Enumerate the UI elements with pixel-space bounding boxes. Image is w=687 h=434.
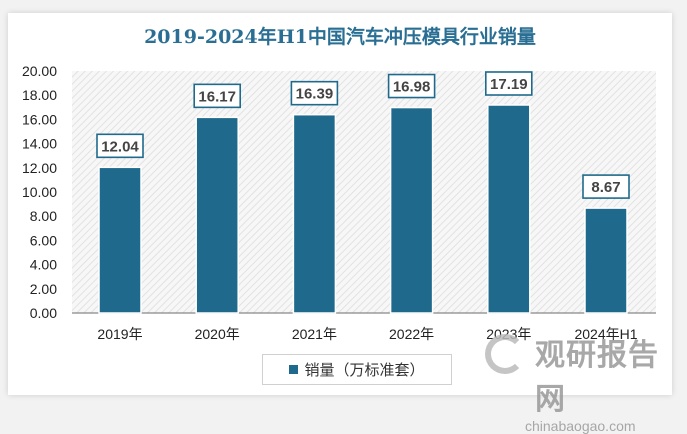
- watermark-cn: 观研报告网: [535, 339, 659, 416]
- data-label-box: [582, 174, 630, 199]
- bar: [195, 116, 239, 314]
- y-tick-label: 0.00: [30, 305, 57, 321]
- y-tick-label: 10.00: [22, 184, 57, 200]
- data-label: 16.39: [296, 86, 334, 103]
- bar: [98, 166, 142, 314]
- data-label: 17.19: [490, 76, 528, 93]
- data-label-box: [484, 71, 533, 96]
- watermark-en: chinabaogao.com: [525, 418, 636, 434]
- data-label-box: [387, 73, 436, 99]
- y-tick-label: 12.00: [22, 160, 57, 176]
- x-tick-label: 2021年: [292, 326, 337, 342]
- bar-chart: 0.00 2.00 4.00 6.00 8.00 10.00 12.00 14.00 16.00…: [22, 63, 656, 342]
- data-label: 16.17: [198, 88, 236, 105]
- data-label-box: [96, 133, 144, 159]
- x-tick-label: 2020年: [195, 326, 240, 342]
- chart-title: 2019-2024年H1中国汽车冲压模具行业销量: [144, 26, 536, 48]
- y-tick-label: 8.00: [30, 208, 57, 224]
- data-label: 12.04: [101, 138, 139, 155]
- bar: [584, 207, 628, 314]
- legend-label: 销量（万标准套）: [304, 362, 425, 379]
- bar: [487, 104, 531, 314]
- data-label-box: [290, 80, 339, 106]
- bar: [292, 113, 337, 314]
- y-tick-label: 16.00: [22, 111, 57, 127]
- legend: 销量（万标准套）: [262, 354, 452, 385]
- y-tick-label: 14.00: [22, 136, 57, 152]
- bar: [389, 106, 434, 314]
- x-tick-label: 2022年: [389, 326, 434, 342]
- data-label: 16.98: [393, 79, 431, 96]
- y-tick-label: 4.00: [30, 257, 57, 273]
- plot-area: [72, 71, 656, 313]
- x-tick-label: 2019年: [97, 326, 142, 342]
- y-tick-label: 18.00: [22, 87, 57, 103]
- watermark: 观研报告网 chinabaogao.com: [485, 330, 687, 434]
- legend-swatch: [289, 365, 299, 374]
- x-tick-label: 2024年H1: [574, 326, 637, 342]
- y-tick-label: 20.00: [22, 63, 57, 79]
- y-tick-label: 6.00: [30, 232, 57, 248]
- watermark-logo-icon: [485, 334, 525, 374]
- y-tick-label: 2.00: [30, 281, 57, 297]
- data-label-box: [193, 83, 241, 109]
- data-label: 8.67: [591, 179, 620, 196]
